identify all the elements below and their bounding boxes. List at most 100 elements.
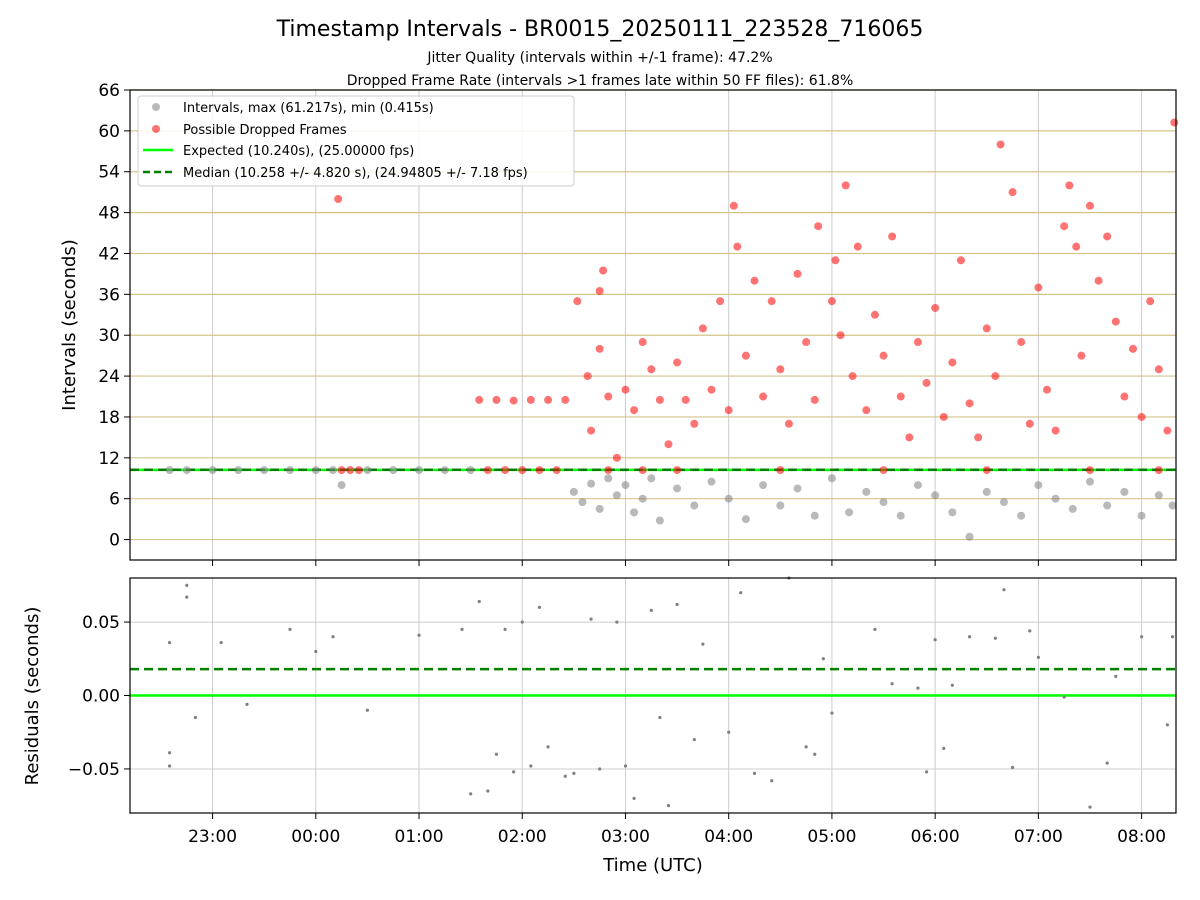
intervals-y-tick-label: 60 bbox=[98, 122, 120, 142]
residual-point bbox=[890, 682, 894, 686]
intervals-y-tick-label: 42 bbox=[98, 244, 120, 264]
legend-box bbox=[137, 95, 575, 187]
interval-point bbox=[234, 466, 243, 475]
intervals-y-tick-label: 0 bbox=[109, 531, 120, 551]
interval-point bbox=[793, 484, 802, 493]
residual-point bbox=[193, 715, 197, 720]
interval-point bbox=[612, 491, 621, 500]
dropped-frame-point bbox=[1120, 392, 1129, 401]
residual-point bbox=[615, 620, 619, 624]
residual-point bbox=[830, 711, 834, 715]
residuals-y-tick-label: 0.05 bbox=[82, 613, 120, 633]
residual-point bbox=[1028, 629, 1032, 633]
interval-point bbox=[1068, 504, 1077, 513]
residual-point bbox=[752, 771, 757, 775]
residuals-points bbox=[167, 576, 1175, 809]
residual-point bbox=[563, 774, 567, 778]
residual-point bbox=[167, 751, 172, 755]
residual-point bbox=[537, 605, 542, 609]
dropped-frame-point bbox=[587, 426, 596, 435]
interval-point bbox=[1017, 511, 1026, 520]
interval-point bbox=[1034, 481, 1043, 490]
residual-point bbox=[821, 657, 825, 661]
dropped-frame-point bbox=[1051, 426, 1060, 435]
interval-point bbox=[363, 466, 372, 475]
dropped-frame-point bbox=[802, 338, 811, 347]
interval-point bbox=[879, 498, 888, 507]
residuals-reference-lines bbox=[130, 667, 1176, 697]
interval-point bbox=[931, 491, 940, 500]
x-tick-label: 08:00 bbox=[1117, 827, 1166, 847]
dropped-frame-point bbox=[729, 201, 738, 210]
dropped-frame-point bbox=[1060, 222, 1069, 231]
residual-point bbox=[1036, 655, 1040, 659]
intervals-y-tick-label: 18 bbox=[98, 408, 120, 428]
residual-point bbox=[572, 771, 576, 775]
residual-point bbox=[1165, 723, 1169, 727]
figure-subtitle-jitter: Jitter Quality (intervals within +/-1 fr… bbox=[426, 50, 772, 66]
dropped-frame-point bbox=[337, 466, 346, 475]
residual-point bbox=[739, 591, 743, 595]
interval-point bbox=[466, 466, 475, 475]
dropped-frame-point bbox=[690, 419, 699, 428]
residual-point bbox=[245, 702, 249, 706]
residual-point bbox=[1105, 761, 1109, 765]
interval-point bbox=[595, 504, 604, 513]
residual-point bbox=[512, 770, 516, 774]
x-tick-label: 02:00 bbox=[498, 827, 547, 847]
residual-point bbox=[219, 641, 223, 645]
interval-point bbox=[165, 466, 174, 475]
dropped-frame-point bbox=[561, 395, 570, 404]
legend-marker-dropped bbox=[152, 125, 160, 133]
residual-point bbox=[314, 649, 318, 654]
intervals-y-tick-label: 24 bbox=[98, 367, 120, 387]
dropped-frame-point bbox=[573, 297, 582, 306]
dropped-frame-point bbox=[604, 392, 613, 401]
dropped-frame-point bbox=[759, 392, 768, 401]
dropped-frame-point bbox=[621, 385, 630, 394]
dropped-frame-point bbox=[879, 466, 888, 475]
dropped-frame-point bbox=[544, 395, 553, 404]
dropped-frame-point bbox=[599, 266, 608, 275]
interval-point bbox=[827, 474, 836, 483]
interval-point bbox=[965, 532, 974, 541]
interval-point bbox=[638, 494, 647, 503]
x-axis-label: Time (UTC) bbox=[602, 855, 703, 876]
dropped-frame-point bbox=[776, 365, 785, 374]
dropped-frame-point bbox=[1103, 232, 1112, 241]
dropped-frame-point bbox=[982, 324, 991, 333]
dropped-frame-point bbox=[841, 181, 850, 190]
interval-point bbox=[1085, 477, 1094, 486]
residual-point bbox=[1062, 695, 1066, 699]
interval-point bbox=[862, 487, 871, 496]
residual-point bbox=[967, 635, 972, 639]
dropped-frame-point bbox=[896, 392, 905, 401]
residual-point bbox=[365, 708, 370, 712]
residual-point bbox=[1002, 588, 1006, 592]
dropped-frame-point bbox=[552, 466, 561, 475]
x-tick-label: 06:00 bbox=[911, 827, 960, 847]
residual-point bbox=[167, 764, 172, 768]
dropped-frame-point bbox=[862, 406, 871, 415]
dropped-frame-point bbox=[724, 406, 733, 415]
residual-point bbox=[503, 627, 507, 632]
dropped-frame-point bbox=[905, 433, 914, 442]
legend-label-expected: Expected (10.240s), (25.00000 fps) bbox=[183, 144, 414, 159]
residuals-y-axis-label: Residuals (seconds) bbox=[22, 607, 43, 786]
dropped-frame-point bbox=[638, 466, 647, 475]
intervals-y-tick-label: 30 bbox=[98, 326, 120, 346]
residual-point bbox=[520, 620, 524, 624]
dropped-frame-point bbox=[831, 256, 840, 265]
residual-point bbox=[589, 617, 593, 621]
interval-point bbox=[707, 477, 716, 486]
dropped-frame-point bbox=[793, 269, 802, 278]
interval-point bbox=[604, 474, 613, 483]
dropped-frame-point bbox=[870, 310, 879, 319]
residual-point bbox=[770, 779, 774, 783]
dropped-frame-point bbox=[776, 466, 785, 475]
interval-point bbox=[208, 466, 217, 475]
intervals-points bbox=[165, 118, 1179, 541]
dropped-frame-point bbox=[814, 222, 823, 231]
dropped-frame-point bbox=[1065, 181, 1074, 190]
intervals-y-tick-label: 12 bbox=[98, 449, 120, 469]
